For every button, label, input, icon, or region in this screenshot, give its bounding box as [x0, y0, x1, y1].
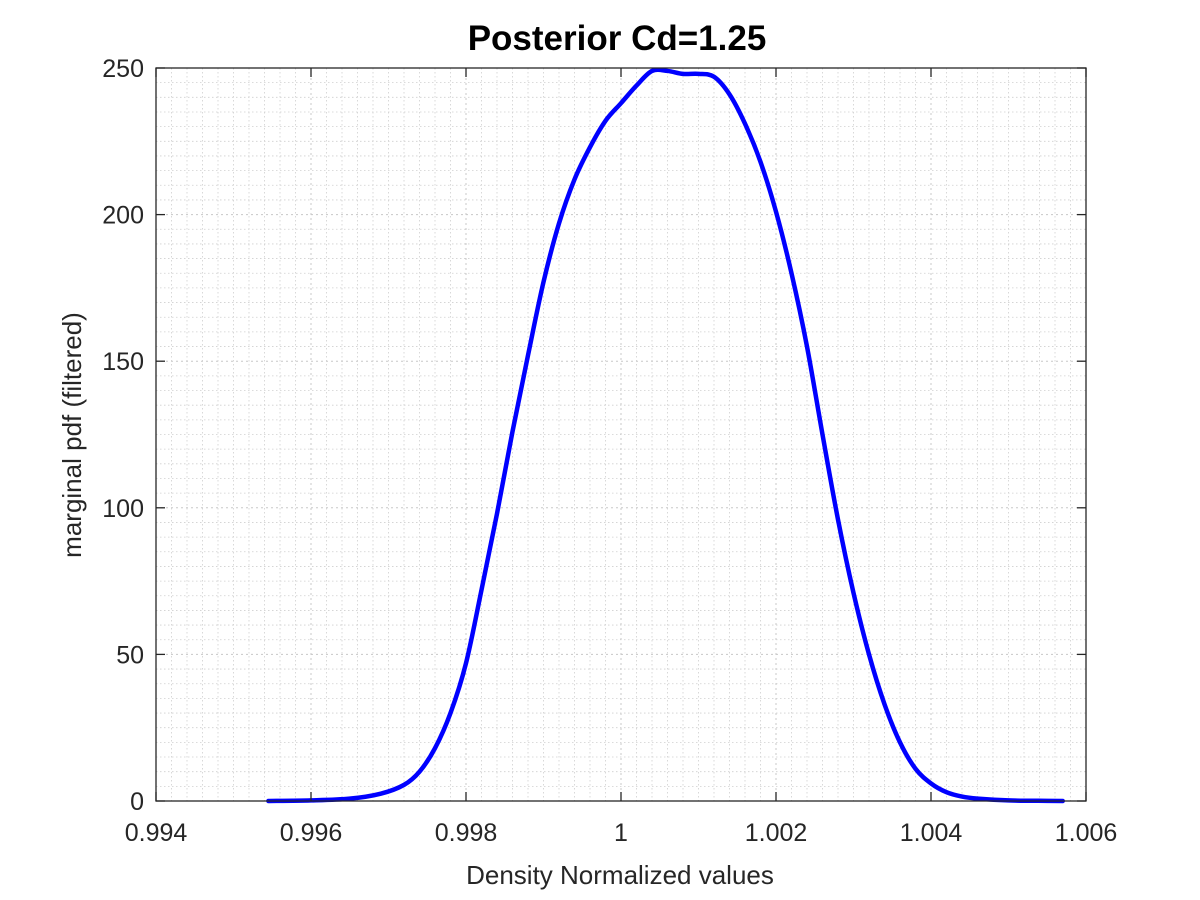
x-tick-label: 1.004 — [900, 819, 963, 847]
y-tick-label: 250 — [102, 55, 144, 83]
x-tick-label: 1 — [614, 819, 628, 847]
y-tick-labels: 0 50 100 150 200 250 — [102, 55, 144, 816]
x-tick-label: 0.998 — [435, 819, 498, 847]
y-tick-label: 150 — [102, 348, 144, 376]
x-tick-label: 0.996 — [280, 819, 343, 847]
x-tick-label: 0.994 — [125, 819, 188, 847]
x-axis-label: Density Normalized values — [466, 860, 774, 890]
chart-title: Posterior Cd=1.25 — [468, 19, 767, 58]
y-tick-label: 100 — [102, 495, 144, 523]
y-tick-label: 0 — [130, 788, 144, 816]
x-tick-label: 1.006 — [1055, 819, 1118, 847]
y-axis-label: marginal pdf (filtered) — [57, 312, 87, 558]
y-tick-label: 200 — [102, 202, 144, 230]
pdf-curve — [266, 67, 1065, 804]
series-layer — [266, 67, 1065, 804]
y-tick-label: 50 — [116, 641, 144, 669]
axis-ticks — [155, 67, 1087, 802]
x-tick-labels: 0.994 0.996 0.998 1 1.002 1.004 1.006 — [125, 819, 1118, 847]
x-tick-label: 1.002 — [745, 819, 808, 847]
